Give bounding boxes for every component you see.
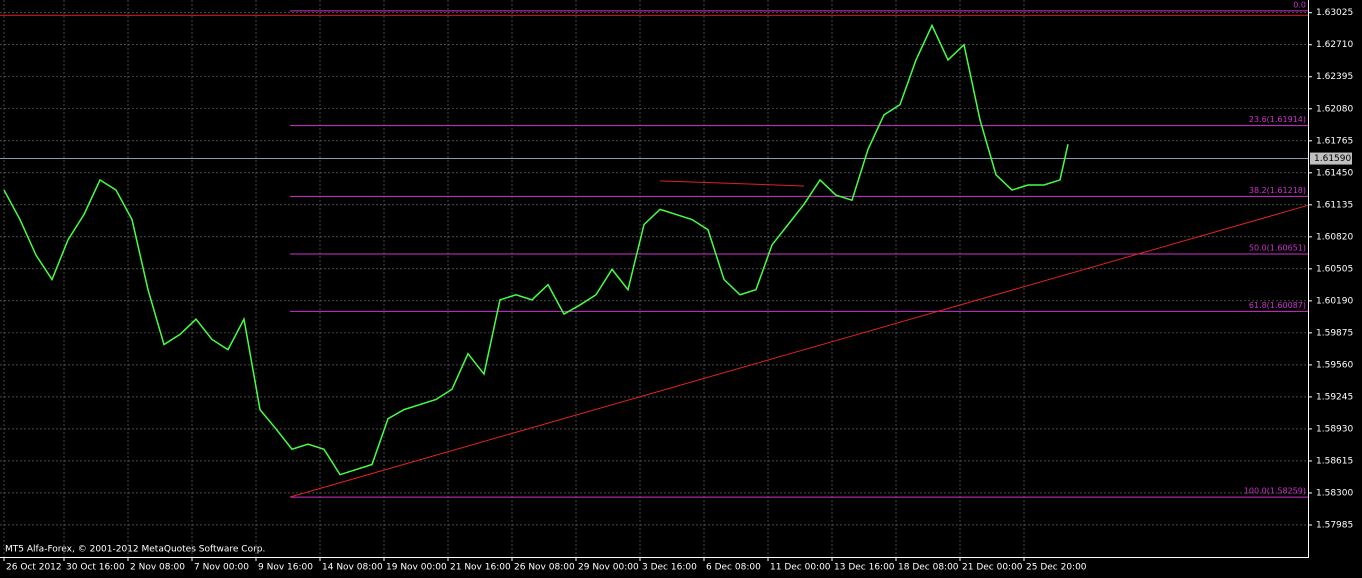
fib-label: 23.6(1.61914) xyxy=(1249,115,1306,124)
fib-label: 61.8(1.60087) xyxy=(1249,301,1306,310)
x-tick-label: 6 Dec 08:00 xyxy=(706,563,761,573)
x-tick-label: 14 Nov 08:00 xyxy=(322,563,383,573)
fib-label: 50.0(1.60651) xyxy=(1249,244,1306,253)
current-price-label: 1.61590 xyxy=(1314,154,1351,164)
price-line xyxy=(3,23,1069,476)
y-tick-label: 1.62710 xyxy=(1316,40,1353,50)
current-price-box xyxy=(1310,152,1352,165)
x-tick-label: 3 Dec 16:00 xyxy=(642,563,697,573)
fib-label: 100.0(1.58259) xyxy=(1244,487,1306,496)
fib-label: 38.2(1.61218) xyxy=(1249,186,1306,195)
y-tick-label: 1.58930 xyxy=(1316,424,1353,434)
x-tick-label: 19 Nov 00:00 xyxy=(386,563,447,573)
x-tick-label: 2 Nov 08:00 xyxy=(130,563,185,573)
x-tick-label: 21 Nov 16:00 xyxy=(450,563,511,573)
y-tick-label: 1.59875 xyxy=(1316,328,1353,338)
y-tick-label: 1.59245 xyxy=(1316,392,1353,402)
y-tick-label: 1.62080 xyxy=(1316,104,1353,114)
y-tick-label: 1.61135 xyxy=(1316,200,1353,210)
x-tick-label: 26 Oct 2012 xyxy=(6,563,62,573)
y-tick-label: 1.60505 xyxy=(1316,264,1353,274)
x-tick-label: 13 Dec 16:00 xyxy=(834,563,895,573)
y-tick-label: 1.61450 xyxy=(1316,168,1353,178)
trendline xyxy=(289,204,1309,498)
x-tick-label: 21 Dec 00:00 xyxy=(962,563,1023,573)
y-tick-label: 1.62395 xyxy=(1316,72,1353,82)
y-tick-label: 1.61765 xyxy=(1316,136,1353,146)
x-tick-label: 9 Nov 16:00 xyxy=(258,563,313,573)
x-tick-label: 11 Dec 00:00 xyxy=(770,563,831,573)
x-tick-label: 29 Nov 00:00 xyxy=(578,563,639,573)
y-tick-label: 1.59560 xyxy=(1316,360,1353,370)
y-tick-label: 1.60820 xyxy=(1316,232,1353,242)
y-tick-label: 1.63025 xyxy=(1316,8,1353,18)
x-tick-label: 18 Dec 08:00 xyxy=(898,563,959,573)
x-tick-label: 25 Dec 20:00 xyxy=(1026,563,1087,573)
y-tick-label: 1.60190 xyxy=(1316,296,1353,306)
x-tick-label: 7 Nov 00:00 xyxy=(194,563,249,573)
watermark: MT5 Alfa-Forex, © 2001-2012 MetaQuotes S… xyxy=(5,545,265,555)
x-tick-label: 30 Oct 16:00 xyxy=(66,563,125,573)
fib-label: 0.0 xyxy=(1293,0,1306,9)
y-tick-label: 1.57985 xyxy=(1316,520,1353,530)
trend-segment xyxy=(659,180,805,187)
y-tick-label: 1.58615 xyxy=(1316,456,1353,466)
y-tick-label: 1.58300 xyxy=(1316,488,1353,498)
x-tick-label: 26 Nov 08:00 xyxy=(514,563,575,573)
